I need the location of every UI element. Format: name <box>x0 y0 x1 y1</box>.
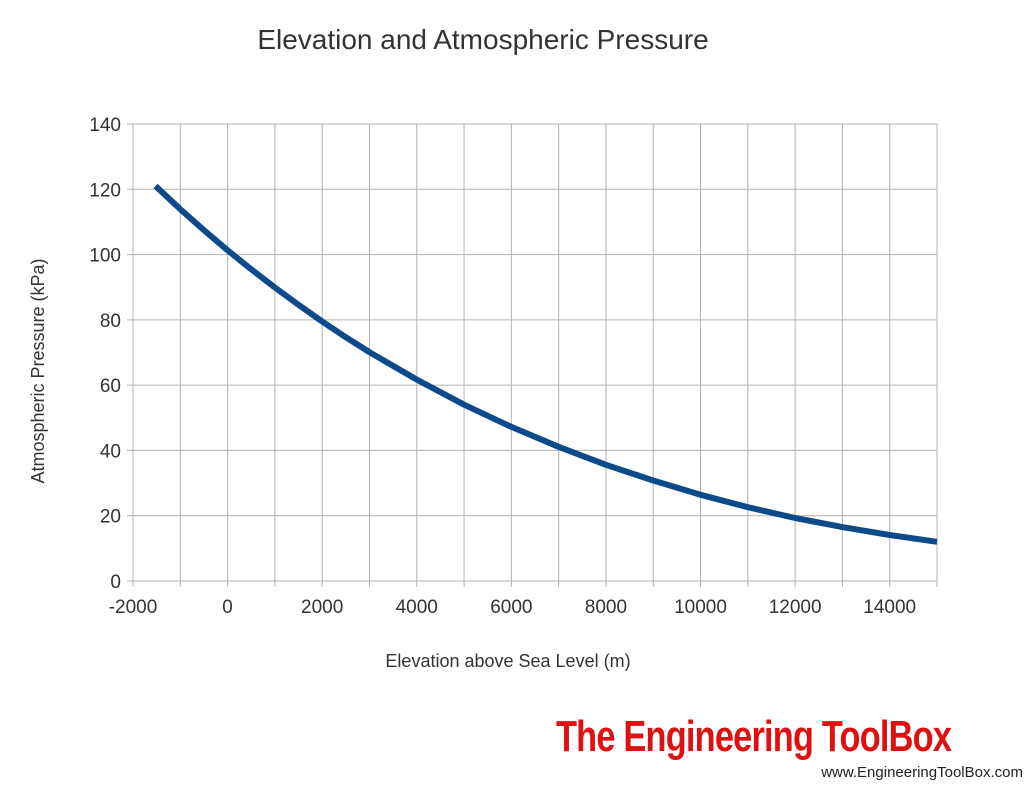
y-axis-ticks: 0 20 40 60 80 100 120 140 <box>89 115 121 593</box>
y-tick-label: 20 <box>100 507 121 528</box>
brand-logo: The Engineering ToolBox <box>556 712 952 761</box>
y-tick-label: 0 <box>110 572 121 593</box>
x-tick-label: -2000 <box>109 597 158 618</box>
y-tick-label: 140 <box>89 115 121 136</box>
chart-title: Elevation and Atmospheric Pressure <box>257 24 708 55</box>
y-tick-label: 120 <box>89 180 121 201</box>
grid <box>127 123 938 587</box>
series-group <box>153 183 938 545</box>
x-axis-label: Elevation above Sea Level (m) <box>385 651 630 671</box>
x-tick-label: 14000 <box>863 597 916 618</box>
x-tick-label: 4000 <box>396 597 438 618</box>
x-tick-label: 12000 <box>769 597 822 618</box>
y-tick-label: 80 <box>100 311 121 332</box>
plot-frame <box>132 123 938 582</box>
y-tick-label: 60 <box>100 376 121 397</box>
y-axis-label: Atmospheric Pressure (kPa) <box>28 258 48 483</box>
y-tick-label: 100 <box>89 246 121 267</box>
x-axis-ticks: -2000 0 2000 4000 6000 8000 10000 12000 14000 <box>109 597 916 618</box>
brand-url: www.EngineeringToolBox.com <box>821 764 1023 781</box>
x-tick-label: 6000 <box>490 597 532 618</box>
series-line <box>153 183 938 545</box>
x-tick-label: 10000 <box>674 597 727 618</box>
y-tick-label: 40 <box>100 441 121 462</box>
x-tick-label: 0 <box>222 597 233 618</box>
x-tick-label: 2000 <box>301 597 343 618</box>
x-tick-label: 8000 <box>585 597 627 618</box>
